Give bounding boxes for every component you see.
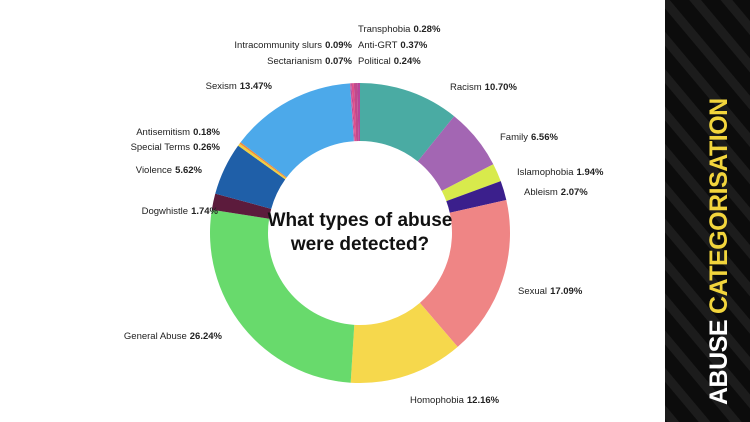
value-label: 5.62% [175,165,202,176]
banner-first: ABUSE [705,320,733,405]
chart-title: What types of abuse [268,210,453,231]
category-name: Antisemitism [136,127,190,138]
category-name: Violence [136,165,172,176]
value-label: 0.37% [400,40,427,51]
slice [215,145,286,209]
value-label: 10.70% [485,82,518,93]
value-label: 0.28% [413,24,440,35]
slice-label: Ableism 2.07% [524,187,588,198]
slice-label: General Abuse 26.24% [124,331,223,342]
category-name: Political [358,56,391,67]
slice [350,83,355,142]
slice-label: Violence 5.62% [136,165,203,176]
chart-title: were detected? [290,234,429,255]
slice [417,116,494,191]
slice-label: Homophobia 12.16% [410,395,500,406]
category-name: Sexism [206,81,237,92]
slice-label: Racism 10.70% [450,82,517,93]
slice-label: Anti-GRT 0.37% [358,40,428,51]
category-name: Sectarianism [267,56,322,67]
slice [210,209,355,383]
value-label: 17.09% [550,286,583,297]
slice [360,83,455,162]
slice [353,83,359,142]
slice [357,83,360,142]
slice-label: Intracommunity slurs 0.09% [234,40,352,51]
slice-label: Sexual 17.09% [518,286,583,297]
category-name: Islamophobia [517,167,574,178]
slice [446,181,507,213]
value-label: 13.47% [240,81,273,92]
slice [441,164,501,202]
slice [419,199,510,347]
slice-label: Islamophobia 1.94% [517,167,604,178]
donut-chart: Racism 10.70% Family 6.56% Islamophobia 1.94%… [124,24,604,406]
value-label: 12.16% [467,395,500,406]
slice [240,83,354,178]
category-name: Family [500,132,528,143]
value-label: 2.07% [561,187,588,198]
slice [238,143,287,180]
slice-label: Transphobia 0.28% [358,24,441,35]
category-name: Special Terms [131,142,191,153]
category-name: Transphobia [358,24,411,35]
value-label: 0.07% [325,56,352,67]
slice [350,83,355,142]
slice [351,83,357,142]
category-name: Ableism [524,187,558,198]
category-name: General Abuse [124,331,187,342]
category-name: Racism [450,82,482,93]
slice-label: Sexism 13.47% [206,81,273,92]
value-label: 0.18% [193,127,220,138]
category-name: Dogwhistle [142,206,188,217]
value-label: 1.74% [191,206,218,217]
value-label: 26.24% [190,331,223,342]
category-name: Intracommunity slurs [234,40,322,51]
banner-second: CATEGORISATION [705,98,733,314]
slice [239,142,287,179]
category-name: Anti-GRT [358,40,398,51]
value-label: 0.24% [394,56,421,67]
category-name: Homophobia [410,395,465,406]
slice-label: Dogwhistle 1.74% [142,206,219,217]
category-name: Sexual [518,286,547,297]
value-label: 0.09% [325,40,352,51]
slice [211,193,272,219]
value-label: 6.56% [531,132,558,143]
value-label: 1.94% [577,167,604,178]
slice-label: Sectarianism 0.07% [267,56,352,67]
banner-background [665,0,750,422]
slice-label: Antisemitism 0.18% [136,127,220,138]
slice-label: Political 0.24% [358,56,421,67]
value-label: 0.26% [193,142,220,153]
slice [350,302,458,383]
banner-title: ABUSE CATEGORISATION [705,98,733,405]
slice-label: Family 6.56% [500,132,558,143]
slice-label: Special Terms 0.26% [131,142,221,153]
